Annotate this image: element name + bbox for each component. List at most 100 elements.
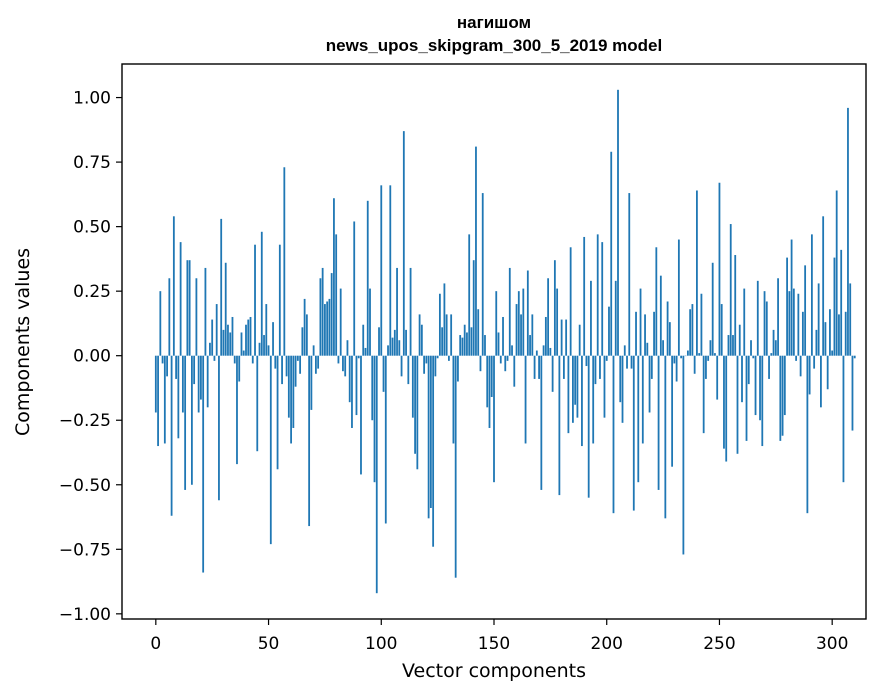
bar — [556, 288, 559, 356]
bar — [691, 304, 694, 356]
bar — [278, 244, 281, 356]
bar — [303, 298, 306, 356]
bar — [382, 355, 385, 392]
bar — [614, 280, 617, 356]
bar — [339, 288, 342, 356]
bar — [495, 291, 498, 356]
bar — [617, 89, 619, 356]
bar — [515, 304, 518, 356]
bar — [583, 236, 586, 356]
bar — [324, 304, 326, 356]
bar — [202, 355, 205, 573]
bar — [587, 355, 590, 498]
bar — [533, 355, 536, 379]
bar — [454, 355, 457, 578]
bar — [267, 345, 270, 356]
bar — [314, 355, 317, 374]
bar — [384, 355, 387, 524]
bar — [348, 355, 351, 403]
bar — [535, 350, 538, 356]
chart-subtitle: news_upos_skipgram_300_5_2019 model — [326, 36, 662, 55]
bar — [641, 355, 644, 444]
bar — [603, 355, 606, 418]
bar — [475, 146, 477, 356]
bar — [200, 355, 202, 400]
bar — [236, 355, 238, 465]
bar — [601, 242, 604, 356]
bar — [168, 278, 171, 356]
bar — [729, 224, 732, 356]
bar — [218, 355, 220, 501]
bar — [477, 309, 480, 356]
bar — [353, 221, 356, 356]
bar — [831, 350, 834, 356]
bar — [538, 355, 540, 379]
bar — [321, 267, 324, 356]
bar — [820, 355, 822, 408]
bar — [725, 355, 728, 462]
bar — [330, 273, 333, 356]
bar — [637, 355, 640, 483]
bar — [468, 234, 471, 356]
bar — [296, 355, 299, 361]
bar — [574, 355, 577, 405]
bar — [224, 262, 227, 356]
bar — [369, 288, 371, 356]
bar — [290, 355, 292, 444]
bar — [380, 185, 383, 356]
bar — [612, 355, 615, 514]
bar — [709, 340, 712, 356]
bar — [829, 309, 831, 356]
bar — [420, 324, 423, 356]
bar — [605, 355, 608, 361]
bar — [711, 262, 714, 356]
bar — [204, 267, 207, 356]
bar — [360, 355, 362, 475]
bar — [553, 260, 556, 356]
bar — [292, 355, 295, 428]
bar — [646, 342, 649, 356]
bar — [815, 329, 818, 356]
bar — [700, 293, 703, 356]
bar — [265, 304, 268, 356]
bar — [429, 355, 432, 508]
bar — [792, 288, 795, 356]
bar — [163, 355, 166, 444]
bar — [470, 327, 473, 356]
bar — [752, 355, 755, 359]
bar — [750, 340, 752, 356]
bar — [337, 355, 340, 364]
bar — [540, 355, 543, 490]
bar — [362, 324, 365, 356]
bar — [188, 260, 191, 356]
bar — [522, 288, 525, 356]
bar — [756, 280, 759, 356]
bar — [272, 322, 274, 356]
bar — [779, 355, 782, 441]
y-axis-ticks: −1.00 −0.75 −0.50 −0.25 0.00 0.25 0.50 0.75 1.00 — [59, 89, 122, 625]
bar — [206, 355, 209, 408]
bar — [506, 355, 509, 361]
y-tick-label: 1.00 — [73, 89, 111, 109]
bar — [596, 234, 599, 356]
bar — [466, 332, 468, 356]
bar — [190, 355, 193, 485]
bar — [432, 355, 435, 547]
bar — [497, 332, 500, 356]
bar — [177, 355, 180, 439]
bar — [576, 355, 579, 418]
bar — [227, 324, 229, 356]
x-axis-label: Vector components — [402, 660, 586, 682]
bar — [220, 218, 223, 356]
bar — [197, 355, 200, 413]
bar — [407, 355, 410, 385]
bar — [238, 355, 241, 382]
bar — [648, 355, 651, 413]
bar — [801, 311, 804, 356]
bar — [644, 314, 646, 356]
bar — [281, 355, 283, 385]
bar — [389, 185, 392, 356]
bar — [578, 324, 581, 356]
bar — [328, 298, 331, 356]
bar — [567, 355, 570, 434]
